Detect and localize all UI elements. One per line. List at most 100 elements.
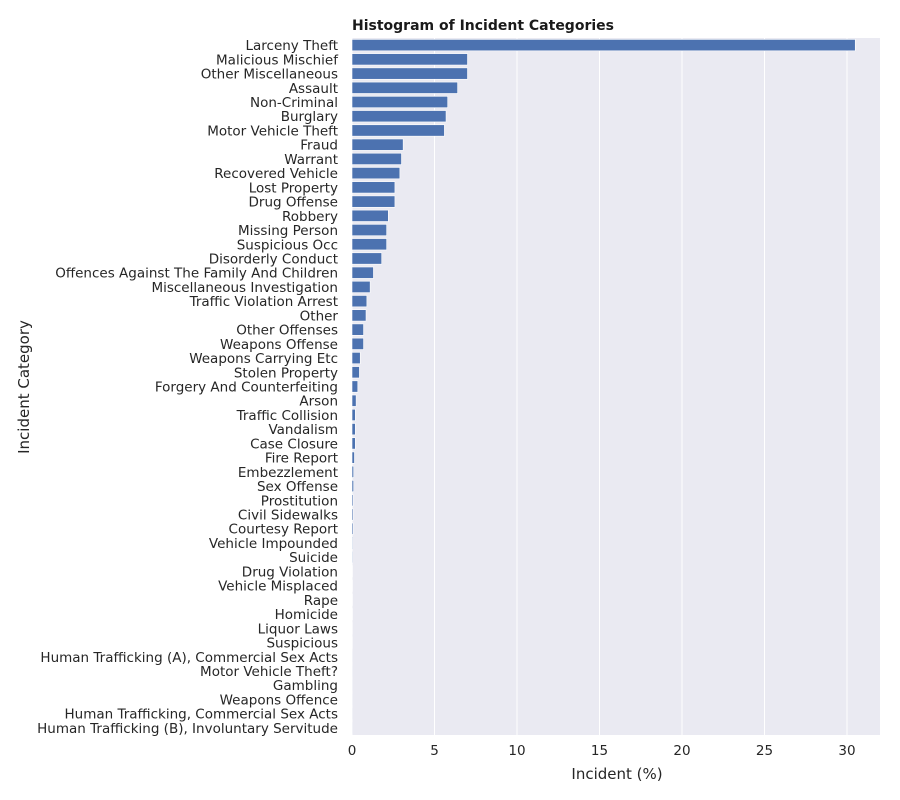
bar <box>351 238 387 251</box>
bar <box>351 380 359 393</box>
bar <box>351 352 361 365</box>
category-label: Drug Offense <box>249 195 339 211</box>
plot-background <box>352 38 880 735</box>
bar <box>351 309 367 322</box>
category-label: Forgery And Counterfeiting <box>155 380 338 396</box>
bar <box>351 167 401 180</box>
category-label: Courtesy Report <box>229 522 338 538</box>
bar <box>351 323 364 336</box>
bar <box>351 124 445 137</box>
bar <box>351 96 448 109</box>
bar <box>351 536 353 549</box>
category-label: Motor Vehicle Theft? <box>200 664 338 680</box>
bar <box>351 67 468 80</box>
category-label: Motor Vehicle Theft <box>207 123 338 139</box>
x-tick-label: 15 <box>591 743 608 759</box>
category-label: Disorderly Conduct <box>209 251 338 267</box>
x-tick-label: 0 <box>348 743 357 759</box>
bars-group <box>351 39 856 734</box>
bar <box>351 138 404 151</box>
category-label: Other Offenses <box>236 323 338 339</box>
bar <box>351 181 396 194</box>
bar <box>351 209 389 222</box>
category-label: Non-Criminal <box>250 95 338 111</box>
category-label: Miscellaneous Investigation <box>151 280 338 296</box>
category-label: Drug Violation <box>242 564 338 580</box>
x-axis-label: Incident (%) <box>571 765 662 783</box>
category-label: Other <box>300 308 339 324</box>
x-tick-label: 5 <box>430 743 439 759</box>
category-label: Weapons Carrying Etc <box>189 351 338 367</box>
x-tick-labels: 0 5 10 15 20 25 30 <box>348 743 856 759</box>
category-label: Assault <box>289 81 338 97</box>
category-label: Arson <box>299 394 338 410</box>
category-label: Weapons Offense <box>220 337 338 353</box>
category-label: Burglary <box>281 109 338 125</box>
bar <box>351 280 371 293</box>
bar <box>351 508 354 521</box>
category-label: Suspicious Occ <box>237 237 338 253</box>
category-label: Vehicle Impounded <box>209 536 338 552</box>
bar <box>351 252 383 265</box>
bar <box>351 451 355 464</box>
category-label: Human Trafficking (A), Commercial Sex Ac… <box>40 650 338 666</box>
category-label: Vandalism <box>268 422 338 438</box>
bar <box>351 110 447 123</box>
category-label: Vehicle Misplaced <box>218 579 338 595</box>
bar <box>351 366 360 379</box>
category-label: Lost Property <box>249 180 338 196</box>
category-label: Traffic Violation Arrest <box>189 294 338 310</box>
category-label: Warrant <box>284 152 338 168</box>
x-tick-label: 10 <box>508 743 525 759</box>
bar <box>351 522 354 535</box>
category-label: Robbery <box>282 209 338 225</box>
bar <box>351 494 354 507</box>
grid-lines <box>351 38 848 735</box>
category-label: Suicide <box>289 550 338 566</box>
category-label: Human Trafficking, Commercial Sex Acts <box>64 707 338 723</box>
category-label: Stolen Property <box>234 365 338 381</box>
category-label: Sex Offense <box>257 479 338 495</box>
category-label: Case Closure <box>250 436 338 452</box>
category-label: Rape <box>304 593 338 609</box>
category-label: Larceny Theft <box>245 38 338 54</box>
category-label: Weapons Offence <box>220 692 338 708</box>
category-label: Civil Sidewalks <box>238 508 338 524</box>
bar <box>351 81 458 94</box>
category-label: Other Miscellaneous <box>201 67 338 83</box>
bar <box>351 437 356 450</box>
bar <box>351 224 387 237</box>
category-label: Gambling <box>273 678 338 694</box>
category-label: Suspicious <box>266 636 338 652</box>
bar <box>351 295 368 308</box>
bar <box>351 551 353 564</box>
bar <box>351 337 364 350</box>
category-label: Recovered Vehicle <box>214 166 338 182</box>
chart-title: Histogram of Incident Categories <box>352 18 614 34</box>
bar <box>351 152 402 165</box>
bar <box>351 266 374 279</box>
category-label: Fraud <box>300 138 338 154</box>
y-axis-label: Incident Category <box>15 320 33 454</box>
category-label: Human Trafficking (B), Involuntary Servi… <box>37 721 338 737</box>
category-label: Offences Against The Family And Children <box>55 266 338 282</box>
category-label: Prostitution <box>261 493 338 509</box>
x-tick-label: 20 <box>673 743 690 759</box>
bar <box>351 394 357 407</box>
category-label: Missing Person <box>238 223 338 239</box>
category-label: Fire Report <box>265 451 338 467</box>
bar <box>351 480 354 493</box>
category-label: Liquor Laws <box>258 621 338 637</box>
bar <box>351 408 356 421</box>
category-label: Homicide <box>275 607 338 623</box>
x-tick-label: 30 <box>838 743 855 759</box>
bar <box>351 465 354 478</box>
bar <box>351 39 856 52</box>
bar <box>351 53 468 66</box>
bar <box>351 195 396 208</box>
category-label: Malicious Mischief <box>216 52 339 68</box>
bar <box>351 423 356 436</box>
